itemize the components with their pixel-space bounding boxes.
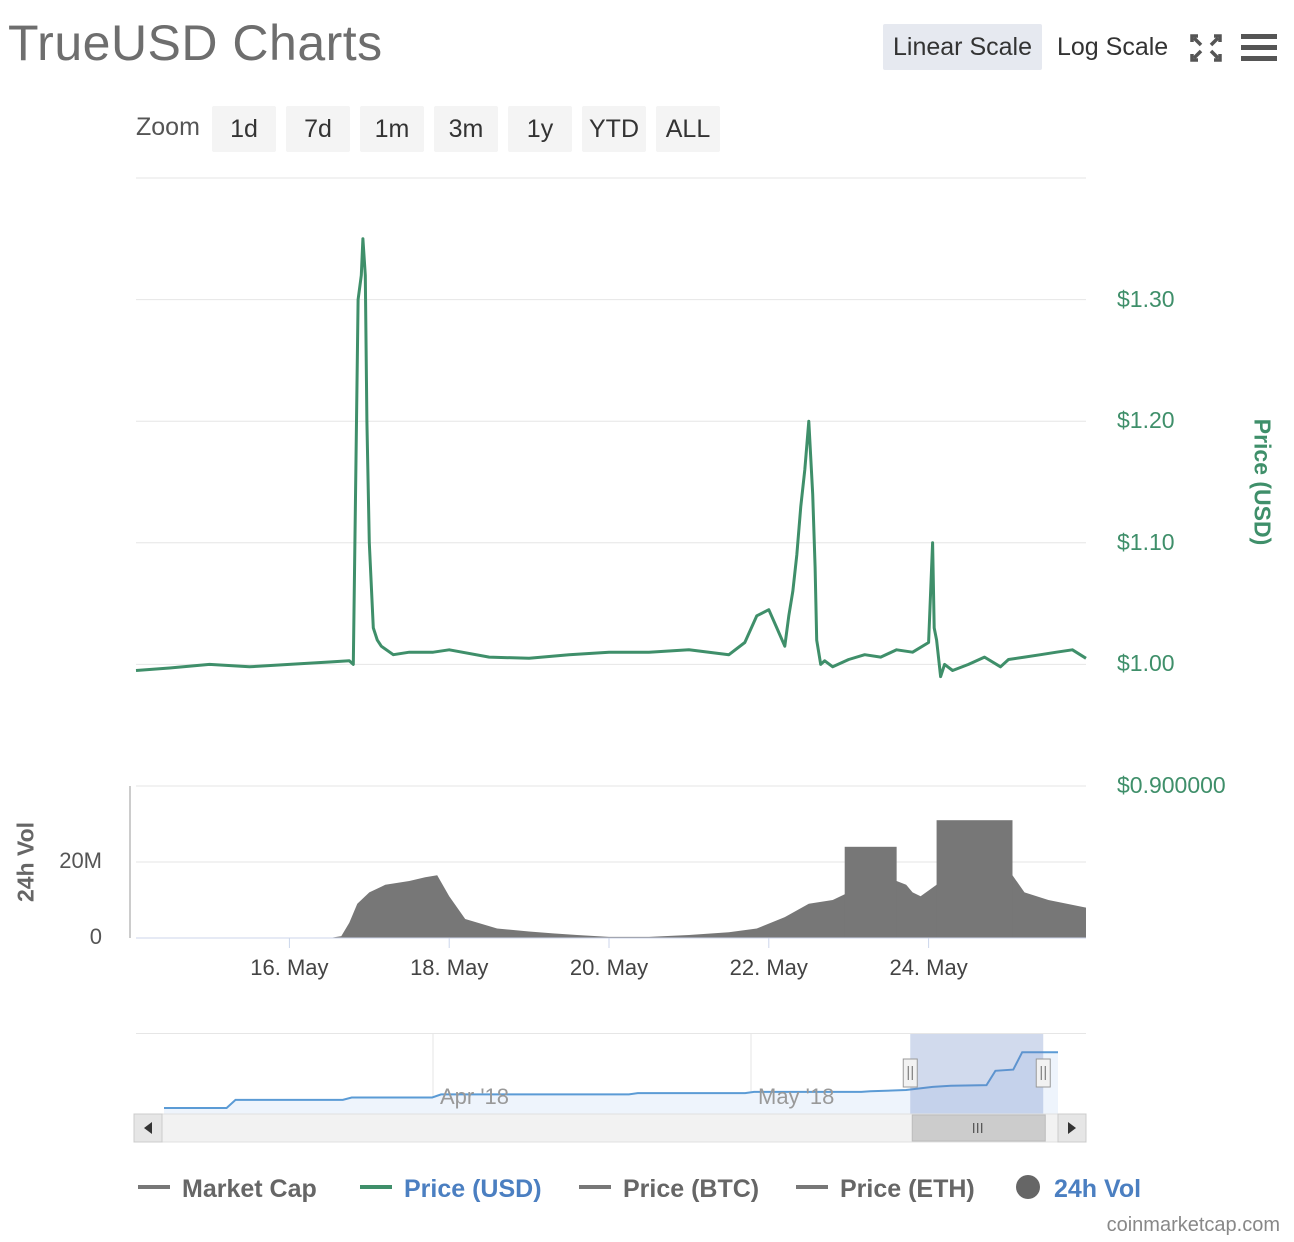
legend-item-price-usd[interactable]: Price (USD)	[360, 1175, 542, 1204]
legend-label: 24h Vol	[1054, 1175, 1142, 1203]
legend-dot-icon	[1016, 1175, 1040, 1200]
navigator-line	[164, 1051, 1058, 1109]
price-tick-label: $0.900000	[1117, 772, 1226, 798]
linear-scale-button[interactable]: Linear Scale	[883, 24, 1042, 70]
navigator-label: Apr '18	[440, 1084, 510, 1109]
log-scale-button[interactable]: Log Scale	[1057, 33, 1169, 61]
navigator-selection[interactable]	[910, 1034, 1044, 1114]
volume-block	[844, 846, 897, 938]
zoom-1d-button[interactable]: 1d	[212, 106, 276, 152]
legend-line-icon	[796, 1185, 828, 1190]
zoom-7d-button[interactable]: 7d	[286, 106, 350, 152]
price-tick-label: $1.10	[1117, 528, 1175, 555]
navigator-left-handle[interactable]	[902, 1058, 918, 1088]
navigator-label: May '18	[758, 1084, 835, 1109]
navigator-background	[136, 1034, 1086, 1114]
volume-area	[136, 854, 1086, 938]
legend-line-icon	[579, 1185, 611, 1190]
menu-icon[interactable]	[1240, 32, 1278, 64]
legend-label: Market Cap	[182, 1175, 317, 1203]
zoom-all-button[interactable]: ALL	[656, 106, 720, 152]
navigator-scrollbar[interactable]	[133, 1113, 1087, 1143]
x-tick-label: 20. May	[569, 955, 649, 980]
legend-item-price-eth[interactable]: Price (ETH)	[796, 1175, 975, 1204]
legend-label: Price (USD)	[404, 1175, 542, 1203]
price-axis-title: Price (USD)	[1249, 418, 1276, 546]
legend-item-price-btc[interactable]: Price (BTC)	[579, 1175, 759, 1204]
zoom-3m-button[interactable]: 3m	[434, 106, 498, 152]
zoom-ytd-button[interactable]: YTD	[582, 106, 646, 152]
scrollbar-left-arrow[interactable]	[133, 1113, 163, 1143]
navigator-right-handle[interactable]	[1035, 1058, 1051, 1088]
legend-line-icon	[360, 1185, 392, 1190]
price-usd-line	[135, 237, 1087, 679]
zoom-1m-button[interactable]: 1m	[360, 106, 424, 152]
legend-label: Price (BTC)	[623, 1175, 760, 1203]
price-tick-label: $1.00	[1117, 650, 1175, 677]
x-tick-label: 24. May	[889, 955, 968, 980]
x-tick-label: 16. May	[250, 955, 329, 980]
scrollbar-right-arrow[interactable]	[1057, 1113, 1087, 1143]
zoom-1y-button[interactable]: 1y	[508, 106, 572, 152]
zoom-label: Zoom	[136, 113, 200, 141]
volume-block	[936, 820, 1013, 938]
volume-tick-label: 20M	[59, 848, 102, 873]
volume-axis-title: 24h Vol	[12, 821, 39, 903]
scrollbar-thumb[interactable]	[911, 1114, 1046, 1142]
navigator-area	[164, 1052, 1058, 1114]
legend-label: Price (ETH)	[840, 1175, 975, 1203]
legend-line-icon	[138, 1185, 170, 1190]
legend-item-24h-vol[interactable]: 24h Vol	[1016, 1175, 1141, 1204]
credits-link[interactable]: coinmarketcap.com	[1106, 1214, 1280, 1236]
x-tick-label: 22. May	[729, 955, 808, 980]
x-tick-label: 18. May	[410, 955, 489, 980]
volume-tick-label: 0	[89, 924, 102, 949]
fullscreen-icon[interactable]	[1186, 30, 1226, 66]
price-tick-label: $1.30	[1117, 285, 1175, 312]
legend-item-market-cap[interactable]: Market Cap	[138, 1175, 317, 1204]
price-tick-label: $1.20	[1117, 407, 1175, 434]
page-title: TrueUSD Charts	[8, 15, 383, 71]
